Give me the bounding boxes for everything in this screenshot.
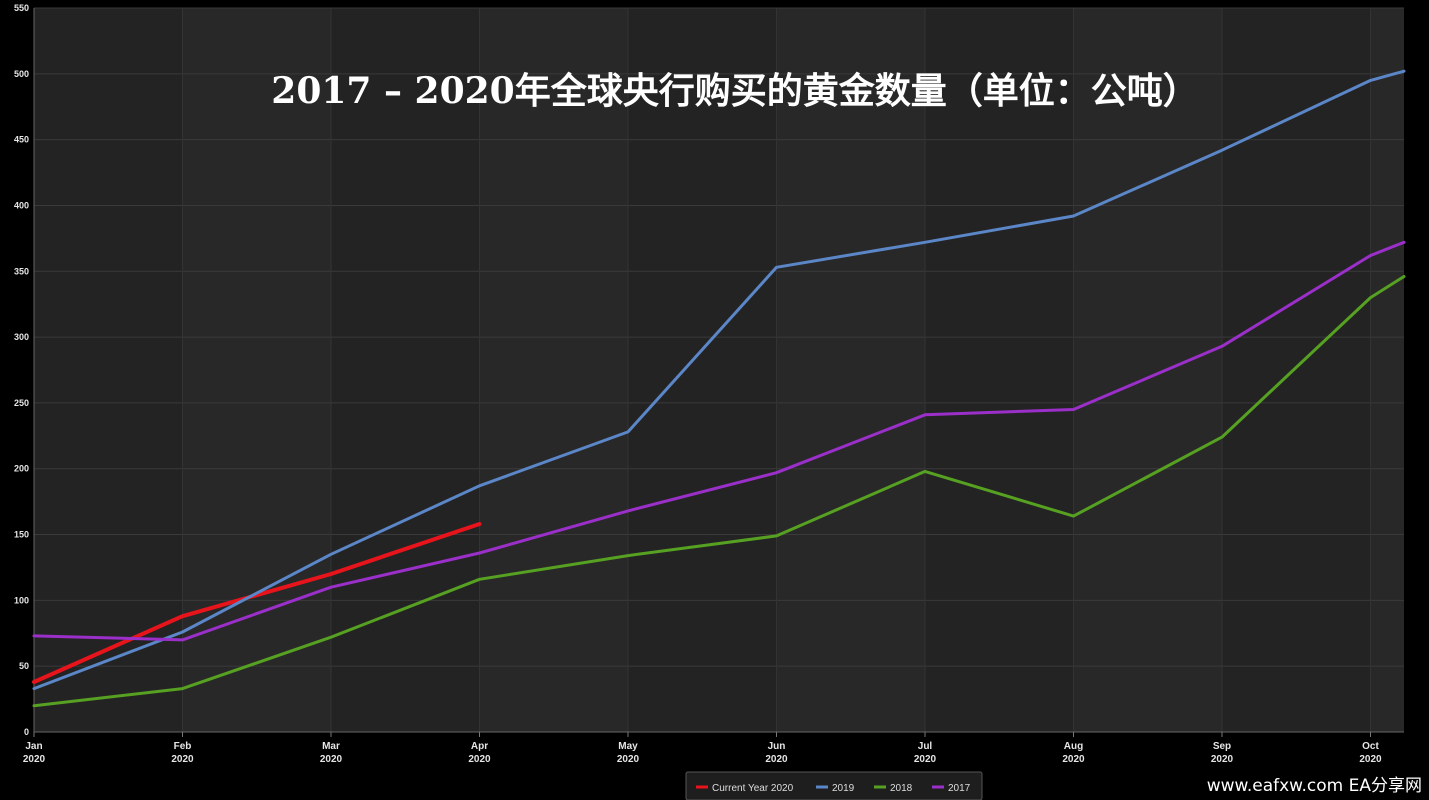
y-tick-label: 0	[24, 727, 29, 737]
x-tick-line: 2020	[171, 754, 194, 765]
legend-label: 2019	[832, 783, 855, 794]
series-lines	[32, 69, 1406, 708]
x-tick-line: 2020	[1062, 754, 1085, 765]
x-tick-label: Jan 2020	[23, 741, 46, 765]
x-tick-line: Jul	[918, 741, 933, 752]
x-tick-label: Jul 2020	[914, 741, 937, 765]
gridlines	[33, 7, 1404, 733]
x-tick-label: May 2020	[617, 741, 640, 765]
y-tick-label: 50	[19, 661, 29, 671]
x-tick-line: Jun	[768, 741, 786, 752]
y-tick-label: 300	[14, 332, 29, 342]
plot-band	[1370, 8, 1404, 732]
y-tick-label: 250	[14, 398, 29, 408]
legend-box	[685, 771, 983, 800]
x-tick-line: 2020	[320, 754, 343, 765]
legend-label: 2017	[948, 783, 971, 794]
x-tick-line: Jan	[25, 741, 42, 752]
x-tick-line: 2020	[617, 754, 640, 765]
plot-band	[1073, 8, 1222, 732]
y-tick-label: 200	[14, 464, 29, 474]
y-tick-label: 550	[14, 3, 29, 13]
y-tick-label: 500	[14, 69, 29, 79]
x-tick-line: May	[618, 741, 638, 752]
x-tick-line: Apr	[471, 741, 488, 752]
series-line-2017	[32, 240, 1406, 642]
series-line-2019	[32, 69, 1406, 691]
x-tick-line: Mar	[322, 741, 340, 752]
y-tick-label: 100	[14, 595, 29, 605]
x-tick-line: Oct	[1362, 741, 1379, 752]
legend: Current Year 2020 2019 2018 2017	[685, 771, 983, 800]
x-tick-label: Jun 2020	[765, 741, 788, 765]
x-tick-label: Feb 2020	[171, 741, 194, 765]
x-tick-label: Aug 2020	[1062, 741, 1085, 765]
x-tick-line: 2020	[23, 754, 46, 765]
plot-band	[776, 8, 925, 732]
y-axis-ticks: 0 50 100 150 200 250 300 350 400 450 500 550	[14, 3, 29, 737]
x-tick-line: 2020	[765, 754, 788, 765]
watermark-text: www.eafxw.com EA分享网	[1207, 776, 1422, 796]
x-tick-label: Apr 2020	[468, 741, 491, 765]
x-tick-line: 2020	[1359, 754, 1382, 765]
legend-label: 2018	[890, 783, 913, 794]
y-tick-label: 450	[14, 135, 29, 145]
y-tick-label: 400	[14, 200, 29, 210]
x-axis-ticks: Jan 2020 Feb 2020 Mar 2020 Apr 2020 May 2020 Jun 20…	[23, 732, 1382, 765]
y-tick-label: 150	[14, 530, 29, 540]
plot-bands	[182, 8, 1404, 732]
x-tick-line: 2020	[468, 754, 491, 765]
series-line-2018	[32, 275, 1406, 708]
x-tick-label: Mar 2020	[320, 741, 343, 765]
plot-band	[182, 8, 331, 732]
y-tick-label: 350	[14, 266, 29, 276]
x-tick-line: Feb	[174, 741, 192, 752]
legend-label: Current Year 2020	[712, 783, 794, 794]
x-tick-label: Sep 2020	[1211, 741, 1234, 765]
x-tick-line: 2020	[914, 754, 937, 765]
x-tick-line: Sep	[1213, 741, 1231, 752]
chart-title: 2017 – 2020年全球央行购买的黄金数量（单位：公吨）	[271, 70, 1198, 112]
x-tick-line: 2020	[1211, 754, 1234, 765]
x-tick-label: Oct 2020	[1359, 741, 1382, 765]
series-line-current-year-2020	[32, 522, 482, 684]
x-tick-line: Aug	[1064, 741, 1083, 752]
plot-band	[479, 8, 628, 732]
